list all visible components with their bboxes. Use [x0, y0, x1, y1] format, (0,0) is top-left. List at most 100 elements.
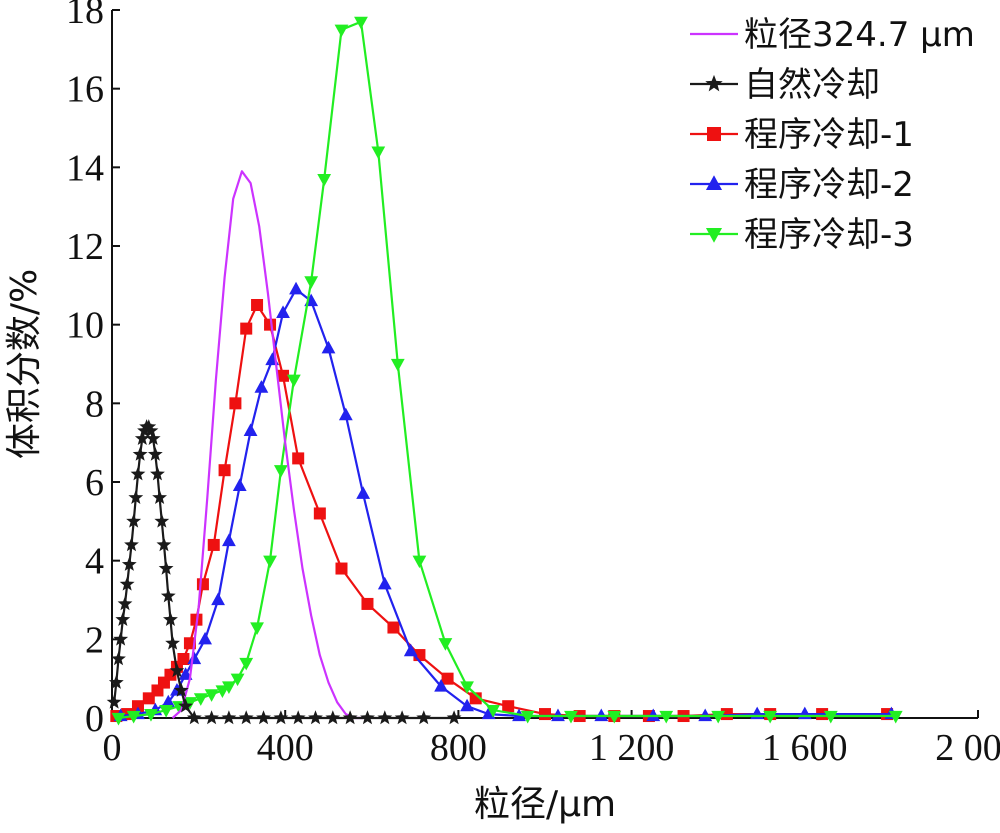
series-4-point [187, 651, 202, 665]
series-3-point [441, 672, 454, 685]
ticks: 0 400 800 1 200 1 600 2 000 0 2 4 6 8 10 12 14 16 18 [66, 0, 1000, 769]
series-2-point [156, 537, 172, 552]
series-3-point [264, 318, 277, 331]
y-tick-label: 2 [85, 619, 104, 661]
series-5-point [193, 693, 208, 706]
series-layer [106, 16, 903, 726]
legend-label: 程序冷却-3 [744, 215, 914, 255]
series-5-point [230, 673, 245, 687]
series-3-point [361, 597, 374, 610]
series-4 [113, 281, 899, 722]
series-4-point [594, 708, 609, 722]
series-5-point [183, 697, 197, 710]
series-2-point [108, 674, 124, 689]
series-3-point [177, 653, 190, 665]
y-tick-label: 10 [66, 305, 104, 347]
series-2-point [377, 710, 393, 725]
series-2-point [238, 710, 254, 725]
series-5-point [222, 681, 236, 695]
series-3-point [229, 397, 242, 410]
series-5-point [334, 24, 349, 38]
series-2-point [130, 466, 146, 481]
series-5-point [438, 638, 453, 651]
x-tick-label: 1 200 [589, 727, 675, 769]
series-2-point [360, 710, 375, 725]
series-3-point [502, 700, 515, 713]
series-3 [110, 299, 894, 723]
series-2-point [308, 710, 323, 725]
series-5-point [371, 146, 386, 160]
x-tick-label: 800 [430, 727, 487, 769]
series-5-point [520, 710, 535, 724]
series-5-point [317, 174, 332, 187]
legend-swatch-marker [705, 74, 723, 92]
series-5-point [486, 705, 500, 718]
series-2-point [115, 611, 131, 626]
series-2-point [111, 651, 126, 666]
series-4-point [460, 698, 474, 712]
series-5-point [888, 710, 903, 724]
series-2-line [113, 425, 455, 720]
series-2-point [178, 698, 193, 713]
series-2-point [165, 635, 180, 650]
series-5-point [159, 705, 174, 718]
series-5-line [118, 20, 896, 720]
series-4-point [750, 706, 765, 720]
series-2-point [124, 537, 139, 552]
x-tick-label: 0 [103, 727, 122, 769]
series-2-point [134, 430, 150, 445]
y-tick-label: 12 [66, 226, 104, 268]
series-4-point [321, 340, 336, 354]
series-2-point [325, 710, 341, 725]
series-3-line [116, 303, 888, 718]
series-2-point [163, 611, 178, 626]
series-5-point [823, 710, 838, 724]
series-4-point [198, 631, 212, 645]
y-tick-label: 16 [66, 69, 104, 111]
series-5-point [607, 710, 622, 724]
series-2-point [186, 710, 202, 725]
series-2-point [128, 489, 144, 504]
series-3-point [292, 452, 305, 465]
series-5 [111, 16, 903, 726]
series-2-point [132, 446, 148, 461]
series-5-point [126, 710, 141, 724]
series-3-point [207, 538, 220, 551]
series-5-point [564, 710, 578, 724]
y-tick-label: 14 [66, 147, 104, 189]
series-4-point [698, 708, 713, 722]
series-5-point [711, 710, 726, 724]
y-tick-label: 8 [85, 383, 104, 425]
legend-swatch-marker [705, 175, 723, 190]
series-2-point [121, 556, 137, 571]
series-2-point [147, 446, 163, 461]
legend-swatch-marker [707, 127, 721, 141]
series-4-point [276, 305, 290, 318]
series-1 [171, 170, 364, 720]
legend-item-1: 粒径324.7 μm [690, 15, 975, 55]
series-5-point [390, 358, 405, 372]
series-4-point [551, 708, 565, 722]
legend-item-4: 程序冷却-2 [690, 165, 914, 205]
series-2-point [145, 430, 161, 445]
series-3-point [196, 578, 209, 591]
series-5-point [239, 657, 254, 671]
series-2-point [154, 513, 170, 528]
series-4-point [222, 533, 236, 547]
series-2-point [106, 694, 122, 709]
series-5-point [354, 16, 368, 30]
series-4-point [403, 643, 418, 657]
series-2-point [117, 596, 133, 611]
x-axis-label: 粒径/μm [474, 784, 616, 825]
series-2-point [273, 710, 289, 725]
legend-label: 自然冷却 [744, 65, 880, 105]
series-3-point [469, 692, 482, 705]
series-2-point [152, 489, 167, 504]
legend-item-5: 程序冷却-3 [690, 215, 914, 255]
y-axis-label: 体积分数/% [4, 269, 45, 459]
y-tick-label: 6 [85, 462, 104, 504]
series-4-point [338, 407, 353, 421]
series-1-line [171, 170, 364, 720]
series-2-point [158, 560, 174, 575]
